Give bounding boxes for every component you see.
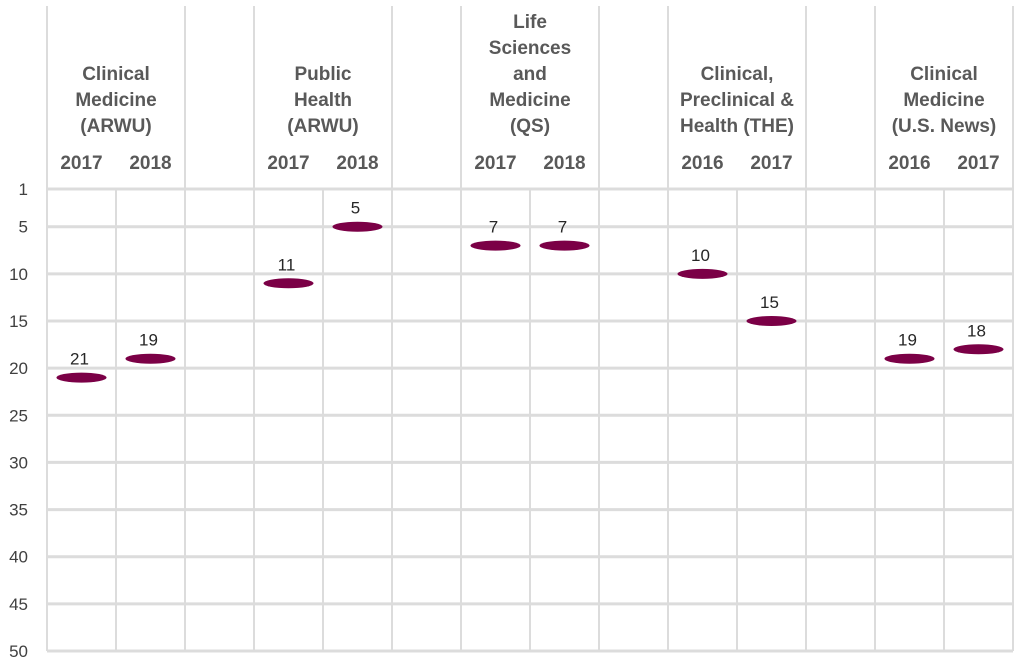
group-label: Sciences (489, 38, 571, 59)
year-label: 2017 (957, 153, 999, 174)
y-tick-label: 35 (9, 501, 28, 520)
group-label: (ARWU) (80, 116, 151, 137)
group-label: Preclinical & (680, 90, 794, 111)
group-label: Medicine (489, 90, 570, 111)
rank-marker (953, 344, 1004, 355)
rank-marker (125, 353, 176, 364)
y-tick-label: 10 (9, 265, 28, 284)
data-label: 7 (489, 218, 498, 237)
group-label: and (513, 64, 547, 85)
y-tick-label: 45 (9, 595, 28, 614)
rank-marker (470, 240, 521, 251)
y-tick-label: 20 (9, 359, 28, 378)
group-label: Health (294, 90, 352, 111)
year-label: 2017 (60, 153, 102, 174)
y-tick-label: 40 (9, 548, 28, 567)
data-label: 7 (558, 218, 567, 237)
year-label: 2017 (750, 153, 792, 174)
group-label: Life (513, 12, 547, 33)
y-tick-label: 30 (9, 453, 28, 472)
data-label: 11 (278, 255, 296, 274)
data-label: 19 (139, 331, 158, 350)
y-tick-label: 25 (9, 406, 28, 425)
group-label: Medicine (903, 90, 984, 111)
group-label: (QS) (510, 116, 550, 137)
rank-marker (332, 221, 383, 232)
group-label: Medicine (75, 90, 156, 111)
data-label: 18 (967, 321, 986, 340)
data-label: 5 (351, 199, 360, 218)
year-label: 2018 (543, 153, 585, 174)
rank-marker (746, 316, 797, 326)
rank-marker (884, 353, 935, 364)
rank-marker (539, 240, 590, 251)
year-label: 2016 (681, 153, 723, 174)
group-label: Health (THE) (680, 116, 794, 137)
group-label: Public (294, 64, 351, 85)
year-label: 2016 (888, 153, 930, 174)
group-label: (ARWU) (287, 116, 358, 137)
group-label: Clinical (82, 64, 150, 85)
y-tick-label: 15 (9, 312, 28, 331)
group-label: Clinical, (701, 64, 774, 85)
year-label: 2017 (267, 153, 309, 174)
rank-marker (56, 372, 107, 383)
year-label: 2018 (129, 153, 171, 174)
y-tick-label: 50 (9, 642, 28, 661)
data-label: 15 (760, 293, 779, 312)
rank-marker (677, 268, 728, 279)
year-label: 2017 (474, 153, 516, 174)
y-tick-label: 1 (19, 180, 28, 199)
year-label: 2018 (336, 153, 378, 174)
data-label: 19 (898, 331, 917, 350)
rank-marker (263, 278, 314, 289)
data-label: 10 (691, 246, 710, 265)
group-label: Clinical (910, 64, 978, 85)
data-label: 21 (70, 350, 89, 369)
group-label: (U.S. News) (892, 116, 997, 137)
y-tick-label: 5 (19, 218, 28, 237)
